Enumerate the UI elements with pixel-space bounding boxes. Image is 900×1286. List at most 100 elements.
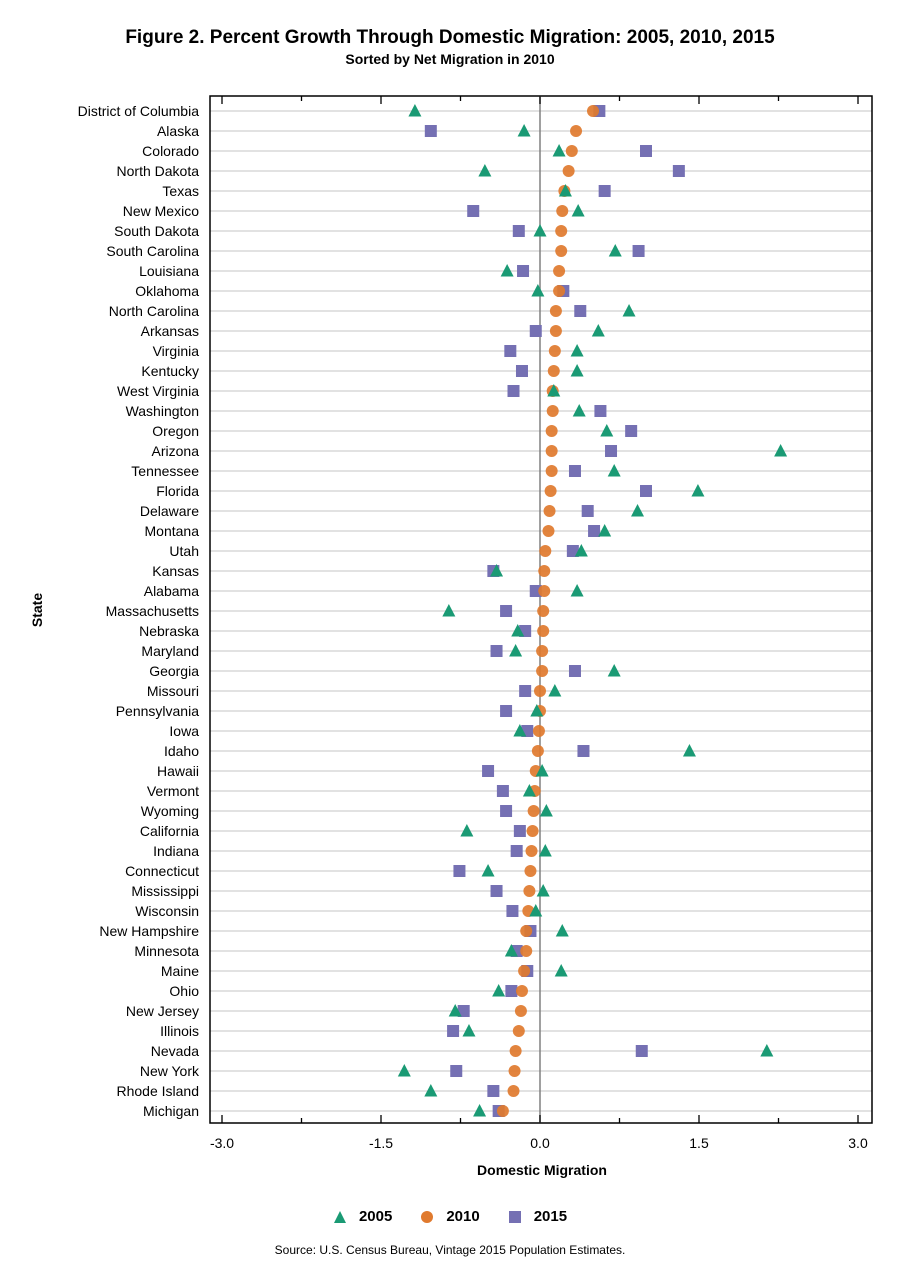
point-2010: [553, 285, 566, 297]
point-2005: [473, 1104, 487, 1117]
point-2005: [513, 724, 527, 737]
point-2005: [533, 224, 547, 237]
point-2010: [507, 1085, 520, 1097]
category-label: New Mexico: [123, 203, 199, 219]
point-2005: [622, 304, 636, 317]
point-2015: [490, 645, 503, 657]
point-2005: [538, 844, 552, 857]
point-2015: [529, 585, 542, 597]
point-2015: [500, 605, 513, 617]
point-2010: [543, 505, 556, 517]
point-2005: [574, 544, 588, 557]
category-label: Montana: [145, 523, 200, 539]
category-label: Missouri: [147, 683, 199, 699]
point-2005: [608, 244, 622, 257]
point-2005: [490, 564, 504, 577]
point-2005: [522, 784, 536, 797]
point-2015: [467, 205, 480, 217]
x-tick-label: -3.0: [210, 1135, 234, 1151]
point-2005: [570, 344, 584, 357]
category-label: Florida: [156, 483, 199, 499]
point-2005: [397, 1064, 411, 1077]
x-tick-label: -1.5: [369, 1135, 393, 1151]
category-label: Wisconsin: [135, 903, 199, 919]
point-2010: [514, 1005, 527, 1017]
point-2015: [496, 785, 509, 797]
point-2010: [547, 365, 560, 377]
category-label: Connecticut: [125, 863, 199, 879]
point-2005: [600, 424, 614, 437]
point-2010: [527, 805, 540, 817]
point-2015: [487, 1085, 500, 1097]
point-2005: [448, 1004, 462, 1017]
point-2005: [460, 824, 474, 837]
point-2010: [545, 445, 558, 457]
point-2015: [506, 905, 519, 917]
point-2015: [500, 705, 513, 717]
plot-frame: [209, 95, 873, 1124]
point-2005: [539, 804, 553, 817]
category-label: Rhode Island: [116, 1083, 199, 1099]
category-label: Kentucky: [141, 363, 199, 379]
circle-marker-icon: [421, 1210, 434, 1223]
category-label: Oregon: [152, 423, 199, 439]
category-label: Ohio: [169, 983, 199, 999]
point-2015: [581, 505, 594, 517]
point-2015: [515, 365, 528, 377]
point-2010: [496, 1105, 509, 1117]
category-label: Colorado: [142, 143, 199, 159]
point-2010: [538, 585, 551, 597]
point-2010: [538, 565, 551, 577]
category-label: Oklahoma: [135, 283, 199, 299]
category-label: Arizona: [152, 443, 200, 459]
category-label: Iowa: [169, 723, 199, 739]
legend: 2005 2010 2015: [0, 1208, 900, 1225]
point-2015: [588, 525, 601, 537]
point-2015: [519, 685, 532, 697]
category-label: Illinois: [160, 1023, 199, 1039]
point-2015: [482, 765, 495, 777]
point-2010: [549, 305, 562, 317]
point-2010: [520, 945, 533, 957]
point-2005: [547, 384, 561, 397]
point-2010: [509, 1045, 522, 1057]
category-label: Arkansas: [141, 323, 199, 339]
category-label: New Jersey: [126, 1003, 199, 1019]
category-label: Nebraska: [139, 623, 199, 639]
triangle-marker-icon: [333, 1210, 346, 1223]
category-label: Utah: [169, 543, 199, 559]
category-label: Indiana: [153, 843, 199, 859]
point-2010: [532, 725, 545, 737]
point-2010: [553, 265, 566, 277]
category-label: Kansas: [152, 563, 199, 579]
category-label: Georgia: [149, 663, 199, 679]
point-2015: [447, 1025, 460, 1037]
point-2010: [556, 205, 569, 217]
legend-label-2015: 2015: [533, 1208, 568, 1225]
category-label: District of Columbia: [78, 103, 200, 119]
point-2010: [562, 165, 575, 177]
point-2005: [691, 484, 705, 497]
category-label: Minnesota: [134, 943, 199, 959]
point-2005: [530, 704, 544, 717]
x-tick-label: 1.5: [689, 1135, 709, 1151]
legend-item-2015: 2015: [508, 1208, 567, 1225]
category-label: Maine: [161, 963, 199, 979]
category-label: Nevada: [151, 1043, 199, 1059]
point-2010: [512, 1025, 525, 1037]
point-2015: [424, 125, 437, 137]
category-label: South Dakota: [114, 223, 199, 239]
point-2005: [509, 644, 523, 657]
point-2010: [545, 465, 558, 477]
point-2005: [571, 204, 585, 217]
point-2005: [760, 1044, 774, 1057]
point-2010: [515, 985, 528, 997]
point-2010: [524, 865, 537, 877]
point-2005: [682, 744, 696, 757]
point-2010: [544, 485, 557, 497]
point-2010: [536, 665, 549, 677]
point-2015: [640, 145, 652, 157]
point-2005: [570, 364, 584, 377]
point-2015: [453, 865, 466, 877]
point-2010: [536, 645, 549, 657]
